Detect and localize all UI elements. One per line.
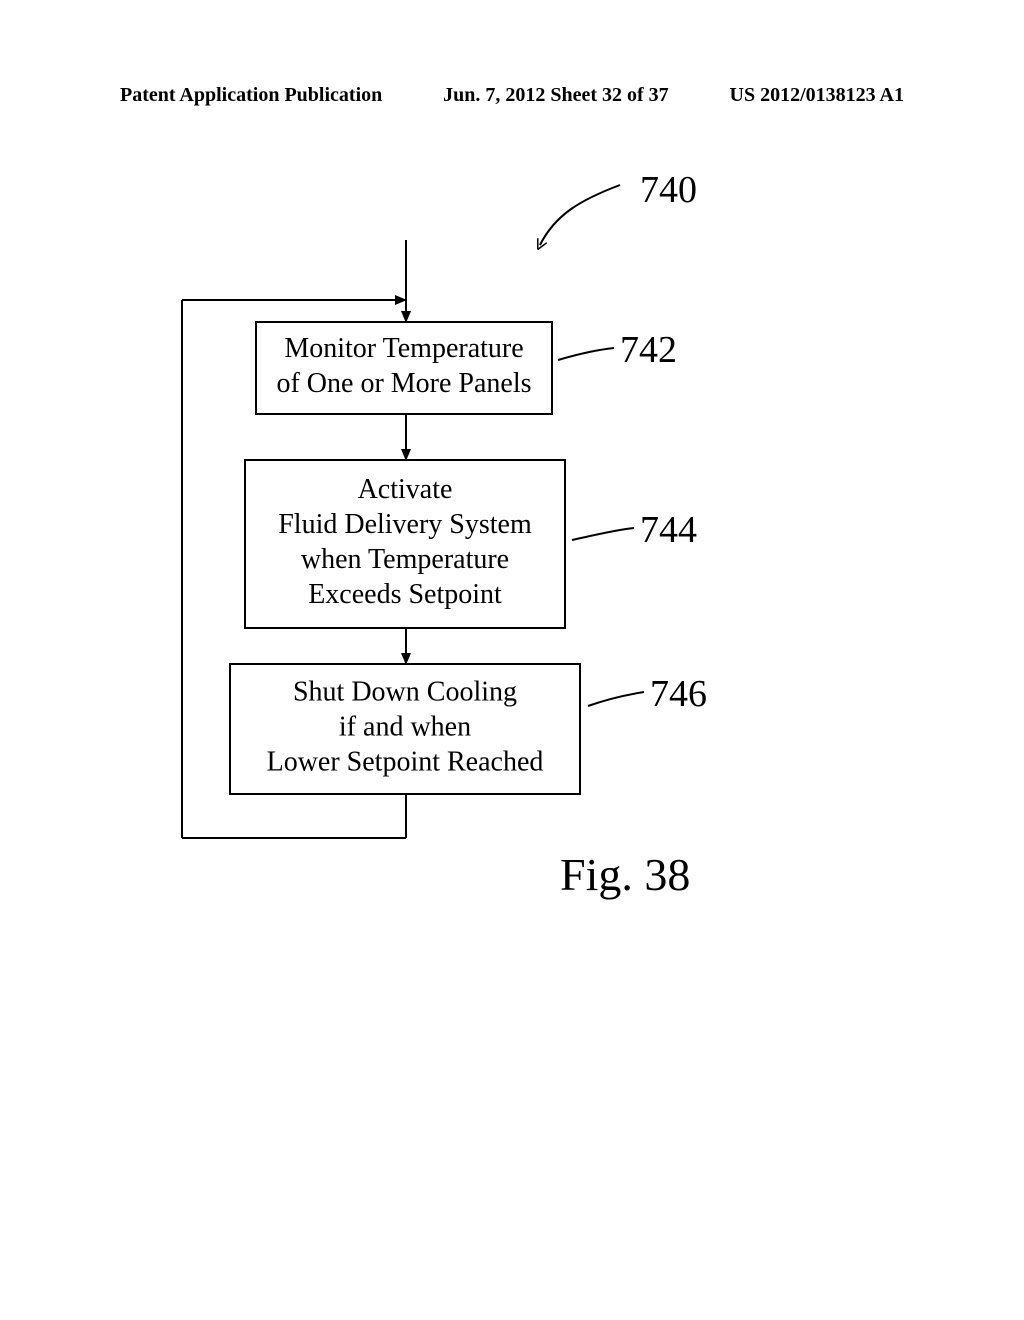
leader-740 (540, 185, 620, 245)
leader-746 (588, 692, 644, 706)
flowchart-diagram: Monitor Temperature of One or More Panels… (0, 0, 1024, 1320)
flowchart-box-step2-line0: Activate (358, 474, 453, 505)
flowchart-box-step2-line3: Exceeds Setpoint (308, 579, 502, 610)
figure-caption: Fig. 38 (560, 848, 690, 901)
flowchart-box-step2-line2: when Temperature (301, 544, 509, 575)
ref-746: 746 (650, 672, 707, 716)
leader-744 (572, 528, 634, 540)
ref-744: 744 (640, 508, 697, 552)
flowchart-box-step1-line0: Monitor Temperature (284, 333, 523, 364)
flowchart-box-step3-line1: if and when (339, 711, 471, 742)
ref-740: 740 (640, 168, 697, 212)
flowchart-box-step3-line0: Shut Down Cooling (293, 676, 517, 707)
leader-742 (558, 348, 614, 360)
flowchart-box-step1-line1: of One or More Panels (276, 368, 531, 399)
flowchart-box-step2-line1: Fluid Delivery System (278, 509, 532, 540)
flowchart-box-step3-line2: Lower Setpoint Reached (267, 746, 544, 777)
ref-742: 742 (620, 328, 677, 372)
